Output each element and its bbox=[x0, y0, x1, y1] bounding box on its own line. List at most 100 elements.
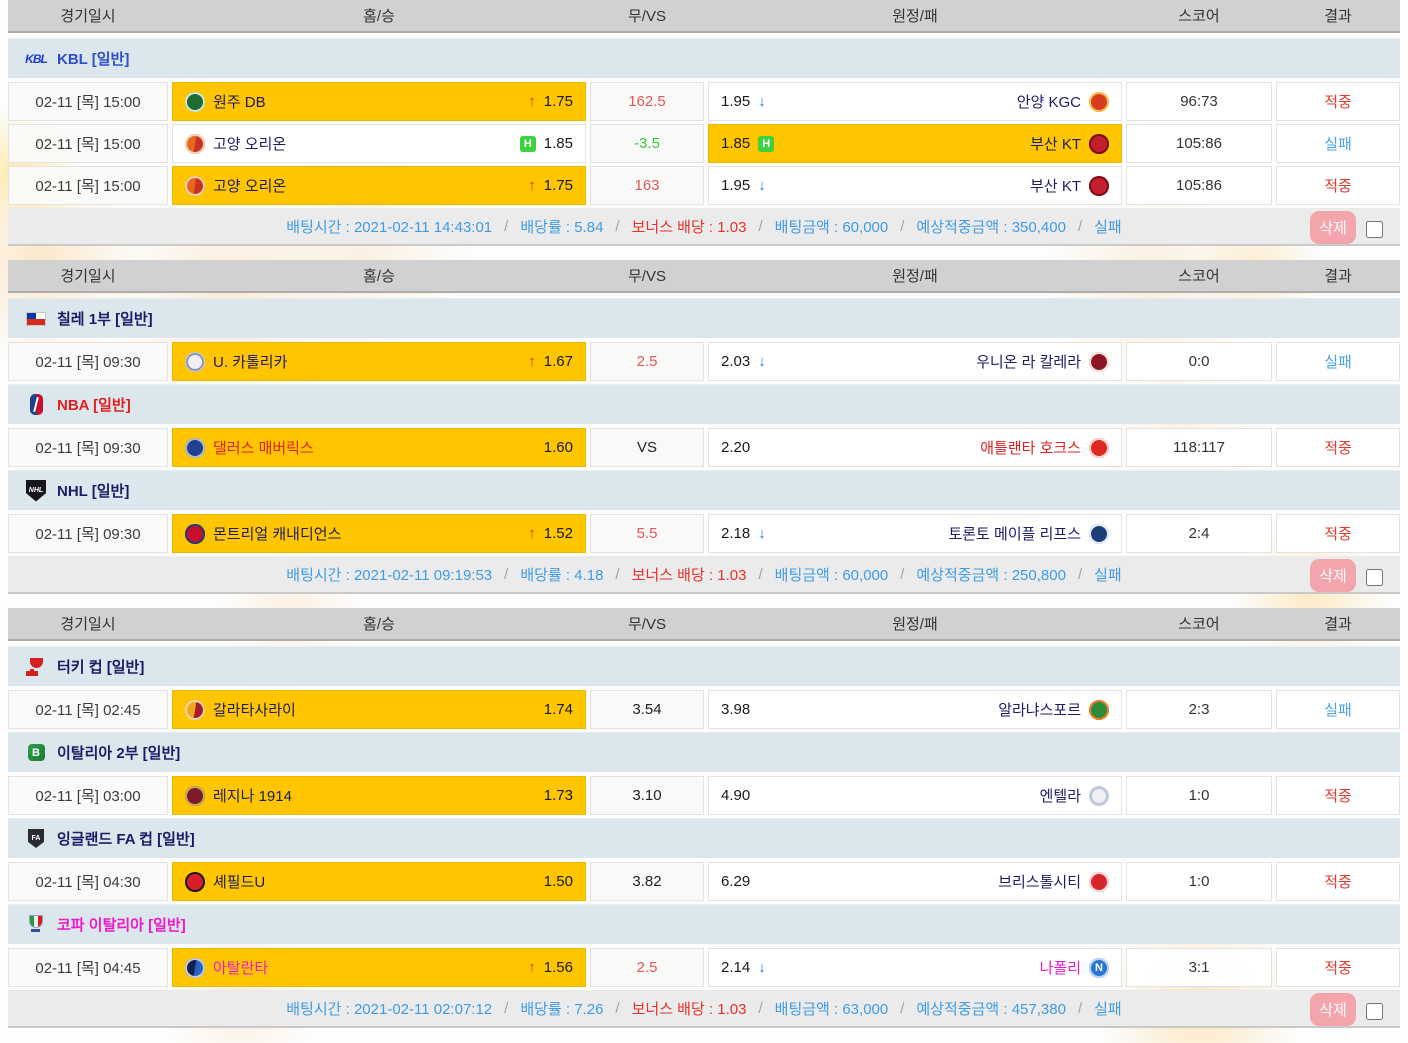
home-pick-cell: 아탈란타 ↑ 1.56 bbox=[172, 948, 586, 987]
away-odds: 1.95 bbox=[721, 93, 751, 110]
score-cell: 0:0 bbox=[1126, 342, 1272, 381]
result-badge: 실패 bbox=[1324, 702, 1352, 719]
draw-odds-cell: 3.54 bbox=[590, 690, 704, 729]
napoli-icon: N bbox=[1089, 957, 1109, 978]
column-header: 무/VS bbox=[628, 268, 666, 285]
summary-part: 배당률 : 4.18 bbox=[520, 566, 604, 584]
away-odds: 6.29 bbox=[721, 873, 751, 890]
summary-part: 실패 bbox=[1094, 218, 1122, 236]
select-checkbox[interactable] bbox=[1366, 221, 1383, 238]
home-team-name: 갈라타사라이 bbox=[213, 702, 296, 719]
select-checkbox[interactable] bbox=[1366, 569, 1383, 586]
away-odds: 1.95 bbox=[721, 177, 751, 194]
up-arrow-icon: ↑ bbox=[528, 353, 536, 370]
column-header: 결과 bbox=[1324, 616, 1352, 633]
column-header: 결과 bbox=[1324, 268, 1352, 285]
home-odds: 1.73 bbox=[543, 787, 573, 804]
league-header: KBL [일반] bbox=[8, 38, 1400, 78]
home-team-name: 셰필드U bbox=[213, 874, 266, 891]
league-header: NBA [일반] bbox=[8, 384, 1400, 424]
column-header: 홈/승 bbox=[363, 616, 395, 633]
summary-part: / bbox=[504, 999, 509, 1017]
score-cell: 118:117 bbox=[1126, 428, 1272, 467]
league-name: 잉글랜드 FA 컵 [일반] bbox=[57, 831, 195, 848]
score-cell: 2:4 bbox=[1126, 514, 1272, 553]
column-header: 홈/승 bbox=[363, 8, 395, 25]
handicap-icon: H bbox=[519, 135, 536, 152]
result-badge: 적중 bbox=[1324, 526, 1352, 543]
home-odds: 1.56 bbox=[543, 959, 573, 976]
score-cell: 105:86 bbox=[1126, 166, 1272, 205]
draw-odds-value: 3.54 bbox=[632, 701, 662, 718]
league-name: 칠레 1부 [일반] bbox=[57, 311, 153, 328]
draw-odds-cell: 163 bbox=[590, 166, 704, 205]
sheffield-utd-icon bbox=[185, 871, 205, 892]
down-arrow-icon: ↓ bbox=[758, 177, 766, 194]
summary-part: 배당률 : 5.84 bbox=[520, 218, 604, 236]
galatasaray-icon bbox=[185, 699, 205, 720]
summary-part: 보너스 배당 : 1.03 bbox=[631, 566, 747, 584]
down-arrow-icon: ↓ bbox=[758, 525, 766, 542]
result-badge: 적중 bbox=[1324, 178, 1352, 195]
game-row: 02-11 [목] 15:00 원주 DB ↑ 1.75 162.5 1.95 ↓ 안양 KG… bbox=[8, 82, 1400, 121]
score-cell: 3:1 bbox=[1126, 948, 1272, 987]
home-pick-cell: 몬트리얼 캐내디언스 ↑ 1.52 bbox=[172, 514, 586, 553]
summary-part: 배팅금액 : 60,000 bbox=[774, 218, 889, 236]
score-cell: 105:86 bbox=[1126, 124, 1272, 163]
busan-kt-icon bbox=[1089, 133, 1109, 154]
select-checkbox[interactable] bbox=[1366, 1003, 1383, 1020]
column-header: 스코어 bbox=[1178, 616, 1220, 633]
summary-part: / bbox=[615, 217, 620, 235]
game-date: 02-11 [목] 04:45 bbox=[8, 948, 168, 987]
game-date: 02-11 [목] 15:00 bbox=[8, 124, 168, 163]
summary-part: 배팅금액 : 63,000 bbox=[774, 1000, 889, 1018]
away-odds: 2.14 bbox=[721, 959, 751, 976]
bet-summary-bar: 배팅시간 : 2021-02-11 09:19:53 / 배당률 : 4.18 / 보너… bbox=[8, 556, 1400, 594]
league-name: NHL [일반] bbox=[57, 483, 130, 500]
result-cell: 적중 bbox=[1276, 82, 1400, 121]
away-team-name: 브리스톨시티 bbox=[998, 874, 1081, 891]
result-cell: 적중 bbox=[1276, 776, 1400, 815]
game-date: 02-11 [목] 09:30 bbox=[8, 342, 168, 381]
league-header: 코파 이탈리아 [일반] bbox=[8, 904, 1400, 944]
summary-part: / bbox=[758, 217, 763, 235]
game-row: 02-11 [목] 09:30 U. 카톨리카 ↑ 1.67 2.5 2.03 ↓ 우니온 라… bbox=[8, 342, 1400, 381]
score-cell: 2:3 bbox=[1126, 690, 1272, 729]
nba-league-icon bbox=[21, 393, 51, 417]
draw-odds-value: 3.10 bbox=[632, 787, 662, 804]
draw-odds-value: 5.5 bbox=[636, 525, 658, 542]
game-date: 02-11 [목] 15:00 bbox=[8, 166, 168, 205]
game-row: 02-11 [목] 15:00 고양 오리온 ↑ 1.75 163 1.95 ↓ 부산 KT 1… bbox=[8, 166, 1400, 205]
result-badge: 적중 bbox=[1324, 874, 1352, 891]
nhl-league-icon bbox=[21, 479, 51, 503]
home-pick-cell: 고양 오리온 ↑ 1.75 bbox=[172, 166, 586, 205]
game-date: 02-11 [목] 09:30 bbox=[8, 514, 168, 553]
delete-button[interactable]: 삭제 bbox=[1310, 993, 1356, 1026]
bet-summary-text: 배팅시간 : 2021-02-11 14:43:01 / 배당률 : 5.84 / 보너… bbox=[280, 216, 1127, 237]
summary-part: 예상적중금액 : 350,400 bbox=[916, 218, 1066, 236]
montreal-canadiens-icon bbox=[185, 523, 205, 544]
draw-odds-cell: -3.5 bbox=[590, 124, 704, 163]
entella-icon bbox=[1089, 785, 1109, 806]
anyang-kgc-icon bbox=[1089, 91, 1109, 112]
chile-league-icon bbox=[21, 307, 51, 331]
result-badge: 실패 bbox=[1324, 136, 1352, 153]
game-date: 02-11 [목] 03:00 bbox=[8, 776, 168, 815]
summary-part: / bbox=[615, 999, 620, 1017]
delete-button[interactable]: 삭제 bbox=[1310, 211, 1356, 244]
home-pick-cell: 셰필드U 1.50 bbox=[172, 862, 586, 901]
league-header: 이탈리아 2부 [일반] bbox=[8, 732, 1400, 772]
summary-part: / bbox=[900, 217, 905, 235]
away-pick-cell: 1.85 H 부산 KT bbox=[708, 124, 1122, 163]
handicap-icon: H bbox=[758, 135, 775, 152]
game-row: 02-11 [목] 09:30 몬트리얼 캐내디언스 ↑ 1.52 5.5 2.18 ↓ 토론… bbox=[8, 514, 1400, 553]
away-odds: 4.90 bbox=[721, 787, 751, 804]
game-row: 02-11 [목] 15:00 고양 오리온 H 1.85 -3.5 1.85 H 부산 KT… bbox=[8, 124, 1400, 163]
delete-button[interactable]: 삭제 bbox=[1310, 559, 1356, 592]
reggina-1914-icon bbox=[185, 785, 205, 806]
home-odds: 1.60 bbox=[543, 439, 573, 456]
result-badge: 적중 bbox=[1324, 440, 1352, 457]
away-odds: 2.03 bbox=[721, 353, 751, 370]
score-cell: 1:0 bbox=[1126, 862, 1272, 901]
game-date: 02-11 [목] 04:30 bbox=[8, 862, 168, 901]
